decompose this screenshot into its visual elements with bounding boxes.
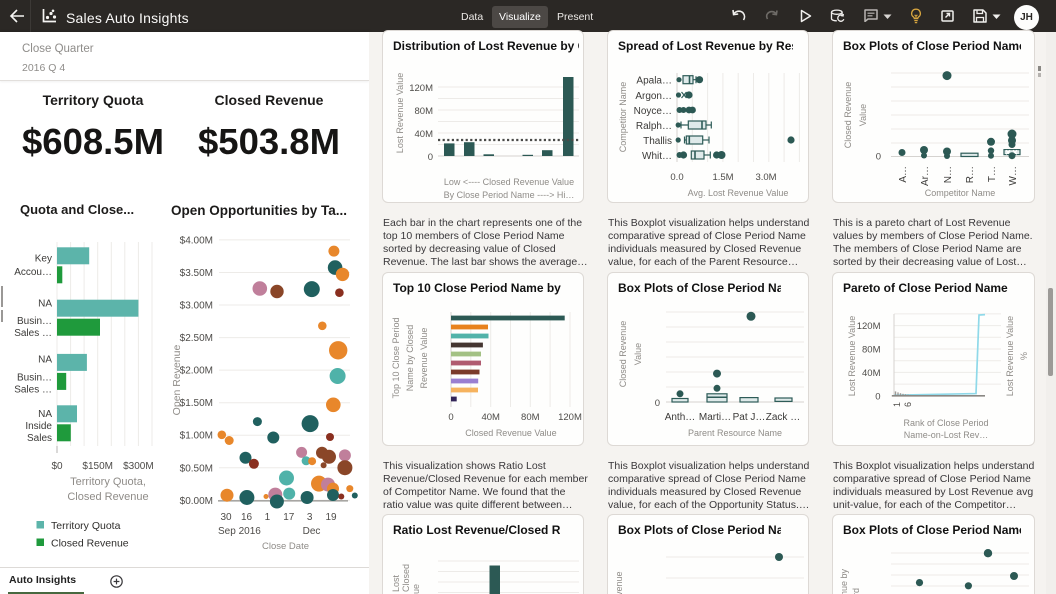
svg-text:1: 1 bbox=[265, 512, 271, 523]
svg-text:Territory Quota,: Territory Quota, bbox=[70, 476, 146, 488]
svg-text:$3.50M: $3.50M bbox=[180, 268, 213, 279]
svg-text:Close Date: Close Date bbox=[262, 541, 309, 552]
svg-text:$0.00M: $0.00M bbox=[180, 496, 213, 507]
svg-text:Sep 2016: Sep 2016 bbox=[218, 526, 261, 537]
svg-text:Zack …: Zack … bbox=[766, 412, 800, 423]
svg-text:3: 3 bbox=[307, 512, 313, 523]
svg-text:0: 0 bbox=[448, 412, 453, 423]
svg-text:Lost Revenue Value: Lost Revenue Value bbox=[847, 316, 857, 396]
svg-text:Lost: Lost bbox=[391, 574, 401, 592]
svg-text:Apala…: Apala… bbox=[636, 76, 672, 87]
svg-text:Value: Value bbox=[633, 343, 643, 365]
svg-text:R…: R… bbox=[965, 166, 976, 183]
svg-text:NA: NA bbox=[38, 298, 52, 309]
svg-text:$150M: $150M bbox=[82, 461, 113, 472]
svg-text:Parent Resource Name: Parent Resource Name bbox=[688, 428, 782, 438]
svg-text:Pat J…: Pat J… bbox=[733, 412, 766, 423]
svg-text:Noyce…: Noyce… bbox=[634, 106, 672, 117]
svg-text:$0: $0 bbox=[51, 461, 63, 472]
svg-text:Sales: Sales bbox=[27, 433, 52, 444]
svg-text:Lost Revenue Value: Lost Revenue Value bbox=[395, 73, 405, 153]
svg-text:80M: 80M bbox=[521, 412, 540, 423]
svg-text:$0.50M: $0.50M bbox=[180, 463, 213, 474]
svg-text:1: 1 bbox=[892, 402, 902, 407]
svg-text:NA: NA bbox=[38, 409, 52, 420]
svg-text:nue: nue bbox=[411, 584, 421, 594]
svg-text:6: 6 bbox=[903, 402, 913, 407]
svg-text:40M: 40M bbox=[415, 129, 434, 140]
svg-text:0.0: 0.0 bbox=[670, 172, 683, 183]
svg-text:Ralph…: Ralph… bbox=[636, 121, 672, 132]
svg-text:Competitor Name: Competitor Name bbox=[618, 82, 628, 153]
svg-text:120M: 120M bbox=[857, 321, 881, 332]
svg-text:Avg. Lost Revenue Value: Avg. Lost Revenue Value bbox=[688, 188, 789, 198]
svg-text:0: 0 bbox=[876, 152, 881, 163]
svg-text:40M: 40M bbox=[481, 412, 500, 423]
svg-text:Dec: Dec bbox=[303, 526, 321, 537]
svg-text:Lost Revenue Value: Lost Revenue Value bbox=[1005, 316, 1015, 396]
svg-text:A…: A… bbox=[898, 166, 909, 183]
svg-text:Accou…: Accou… bbox=[14, 267, 52, 278]
svg-text:enue by: enue by bbox=[839, 568, 849, 594]
svg-text:Territory Quota: Territory Quota bbox=[51, 520, 121, 532]
svg-text:40M: 40M bbox=[862, 368, 881, 379]
svg-text:120M: 120M bbox=[409, 83, 433, 94]
svg-text:Rank of Close Period: Rank of Close Period bbox=[903, 418, 988, 428]
svg-text:19: 19 bbox=[325, 512, 337, 523]
svg-text:1.5M: 1.5M bbox=[712, 172, 733, 183]
svg-text:Marti…: Marti… bbox=[699, 412, 731, 423]
svg-text:$4.00M: $4.00M bbox=[180, 235, 213, 246]
svg-text:Busin…: Busin… bbox=[17, 373, 52, 384]
svg-text:Revenue Value: Revenue Value bbox=[419, 328, 429, 389]
svg-text:Anth…: Anth… bbox=[665, 412, 696, 423]
svg-text:NA: NA bbox=[38, 355, 52, 366]
svg-text:, Closed: , Closed bbox=[401, 564, 411, 594]
svg-text:Closed Revenue: Closed Revenue bbox=[51, 538, 129, 550]
svg-text:evenue: evenue bbox=[614, 571, 624, 594]
svg-text:0: 0 bbox=[655, 398, 660, 409]
svg-text:By Close Period Name ----> Hi…: By Close Period Name ----> Hi… bbox=[444, 190, 575, 200]
svg-text:$1.50M: $1.50M bbox=[180, 398, 213, 409]
svg-text:17: 17 bbox=[283, 512, 295, 523]
svg-text:Inside: Inside bbox=[25, 421, 52, 432]
svg-text:$2.50M: $2.50M bbox=[180, 333, 213, 344]
svg-text:80M: 80M bbox=[862, 345, 881, 356]
svg-text:Competitor Name: Competitor Name bbox=[925, 188, 996, 198]
svg-text:3.0M: 3.0M bbox=[755, 172, 776, 183]
svg-text:T…: T… bbox=[987, 166, 998, 182]
svg-text:0: 0 bbox=[875, 391, 880, 402]
svg-text:120M: 120M bbox=[558, 412, 582, 423]
svg-text:N…: N… bbox=[943, 166, 954, 183]
svg-text:$300M: $300M bbox=[123, 461, 154, 472]
svg-text:Whit…: Whit… bbox=[642, 151, 672, 162]
svg-text:Closed Revenue Value: Closed Revenue Value bbox=[465, 428, 556, 438]
svg-text:Value: Value bbox=[858, 104, 868, 126]
svg-text:Closed Revenue: Closed Revenue bbox=[67, 491, 148, 503]
svg-text:W…: W… bbox=[1008, 166, 1019, 185]
svg-text:Low <---- Closed Revenue Value: Low <---- Closed Revenue Value bbox=[444, 177, 574, 187]
svg-text:$3.00M: $3.00M bbox=[180, 301, 213, 312]
svg-text:Name by Closed: Name by Closed bbox=[405, 325, 415, 392]
svg-text:Closed Revenue: Closed Revenue bbox=[618, 321, 628, 388]
svg-text:%: % bbox=[1019, 352, 1029, 360]
svg-text:Key: Key bbox=[35, 254, 52, 265]
svg-text:Argon…: Argon… bbox=[635, 91, 672, 102]
svg-text:Name-on-Lost Rev…: Name-on-Lost Rev… bbox=[904, 430, 989, 440]
svg-text:Ar…: Ar… bbox=[920, 166, 931, 186]
svg-text:$2.00M: $2.00M bbox=[180, 366, 213, 377]
svg-text:16: 16 bbox=[241, 512, 253, 523]
svg-text:$1.00M: $1.00M bbox=[180, 431, 213, 442]
svg-text:Thallis: Thallis bbox=[643, 136, 672, 147]
svg-text:80M: 80M bbox=[415, 106, 434, 117]
svg-text:Closed Revenue: Closed Revenue bbox=[843, 82, 853, 149]
svg-text:Sales …: Sales … bbox=[14, 328, 52, 339]
svg-text:Open Revenue: Open Revenue bbox=[171, 345, 183, 416]
svg-text:Busin…: Busin… bbox=[17, 316, 52, 327]
svg-text:ord: ord bbox=[851, 588, 861, 594]
svg-text:30: 30 bbox=[220, 512, 232, 523]
svg-text:Top 10 Close Period: Top 10 Close Period bbox=[391, 317, 401, 398]
svg-text:0: 0 bbox=[428, 152, 433, 163]
svg-text:Sales …: Sales … bbox=[14, 385, 52, 396]
